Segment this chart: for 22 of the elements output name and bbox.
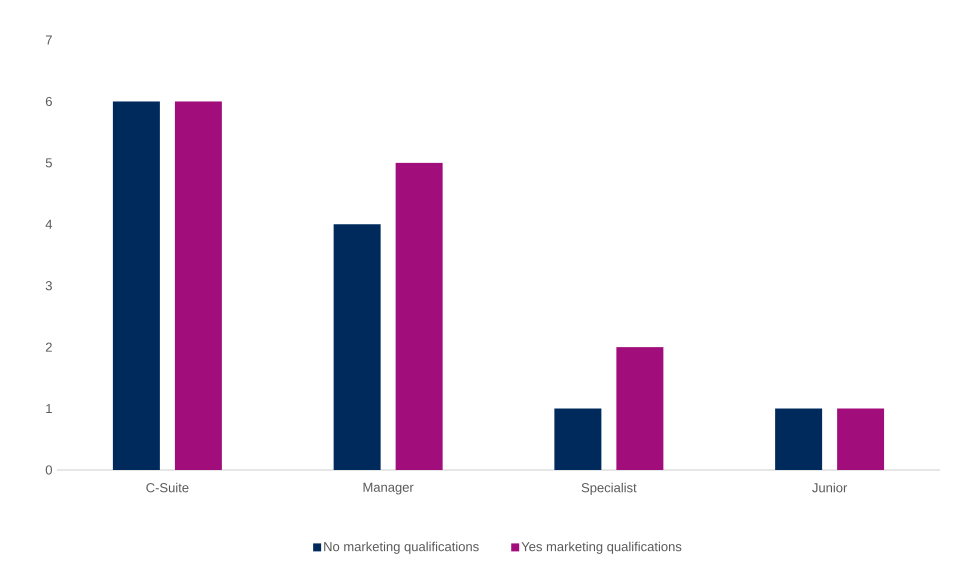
x-tick-label: Junior — [812, 482, 848, 492]
bar — [837, 408, 884, 470]
y-tick-label: 2 — [46, 342, 52, 352]
x-tick-label: Specialist — [582, 482, 637, 495]
legend-label: Yes marketing qualifications — [521, 542, 682, 554]
bar — [775, 408, 822, 470]
bar — [396, 162, 443, 470]
x-tick-label: Manager — [364, 482, 414, 494]
y-tick-label: 6 — [46, 96, 52, 106]
bar — [554, 408, 602, 470]
legend-label: No marketing qualifications — [324, 542, 479, 554]
y-tick-label: 4 — [46, 220, 52, 229]
y-tick-label: 5 — [46, 158, 52, 168]
y-tick-label: 1 — [46, 404, 52, 414]
y-tick-label: 0 — [46, 465, 52, 475]
bar — [334, 224, 381, 470]
x-tick-label: C-Suite — [146, 482, 188, 492]
y-tick-label: 3 — [46, 281, 52, 290]
bar — [112, 101, 160, 470]
y-tick-label: 7 — [46, 36, 52, 44]
bar — [616, 347, 664, 470]
bar — [174, 101, 222, 470]
